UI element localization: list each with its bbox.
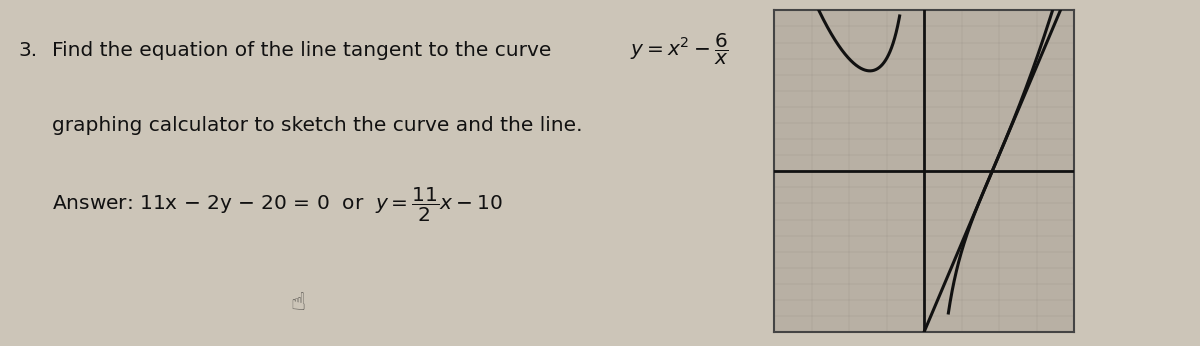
Text: at the point (2, 1).  Use a: at the point (2, 1). Use a <box>790 41 1044 60</box>
Text: 3.: 3. <box>18 41 37 60</box>
Text: Find the equation of the line tangent to the curve: Find the equation of the line tangent to… <box>52 41 551 60</box>
Text: Answer: 11x $-$ 2y $-$ 20 = 0  or  $y = \dfrac{11}{2}x - 10$: Answer: 11x $-$ 2y $-$ 20 = 0 or $y = \d… <box>52 186 503 224</box>
Text: ☝: ☝ <box>290 291 305 315</box>
Text: graphing calculator to sketch the curve and the line.: graphing calculator to sketch the curve … <box>52 116 582 135</box>
Text: $y = x^2 - \dfrac{6}{x}$: $y = x^2 - \dfrac{6}{x}$ <box>630 32 728 67</box>
